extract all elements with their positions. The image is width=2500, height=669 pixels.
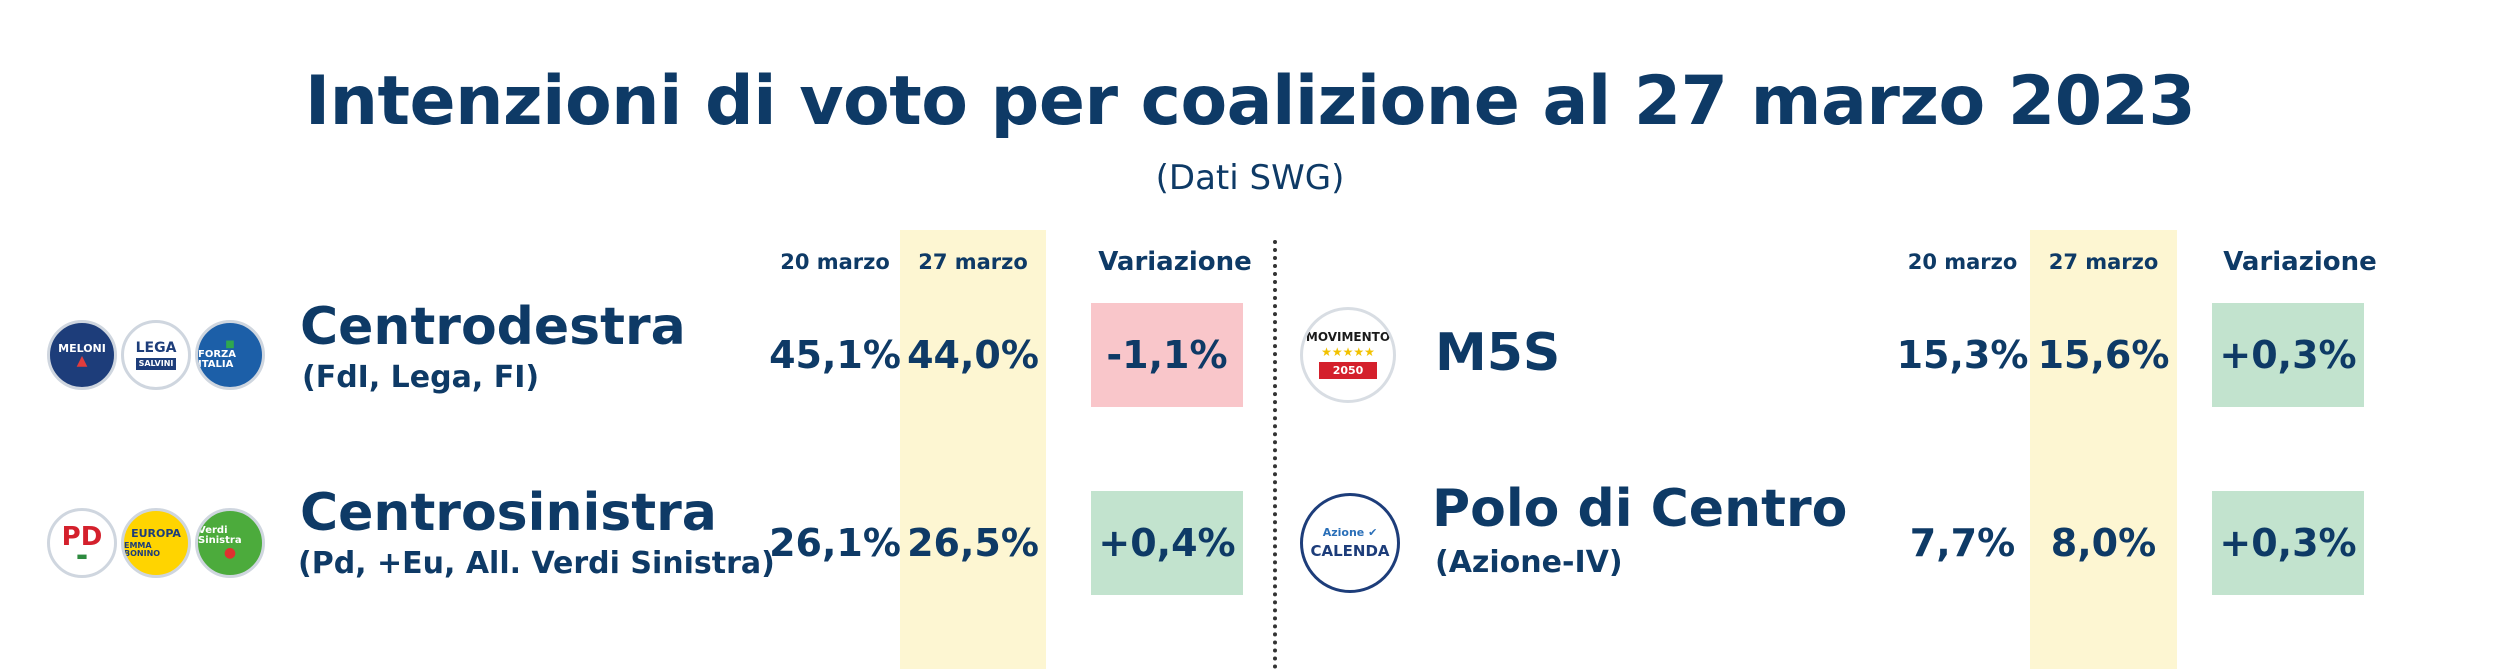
coalition-name: Polo di Centro bbox=[1432, 479, 1848, 539]
delta-badge: -1,1% bbox=[1091, 303, 1243, 407]
value-curr: 8,0% bbox=[2050, 521, 2157, 565]
forza-italia-logo: ■ FORZA ITALIA bbox=[195, 320, 265, 390]
value-curr: 15,6% bbox=[2037, 333, 2170, 377]
column-header-curr: 27 marzo bbox=[918, 250, 1028, 274]
coalition-members: (Azione-IV) bbox=[1435, 545, 1623, 580]
coalition-name: M5S bbox=[1435, 323, 1561, 383]
left-panel: 20 marzo 27 marzo Variazione MELONI ▲ LEG… bbox=[0, 230, 1280, 669]
table-row: PD ▬ EUROPA EMMA BONINO Verdi Sinistra ● Ce… bbox=[0, 483, 1280, 653]
coalition-members: (FdI, Lega, FI) bbox=[302, 360, 540, 395]
party-logo: MOVIMENTO ★★★★★ 2050 bbox=[1300, 305, 1400, 405]
table-row: MOVIMENTO ★★★★★ 2050 M5S 15,3% 15,6% +0,3… bbox=[1290, 303, 2500, 465]
table-row: Azione ✔ CALENDA Polo di Centro (Azione-… bbox=[1290, 479, 2500, 653]
column-header-curr: 27 marzo bbox=[2048, 250, 2159, 274]
right-panel: 20 marzo 27 marzo Variazione MOVIMENTO ★★… bbox=[1290, 230, 2500, 669]
piu-europa-logo: EUROPA EMMA BONINO bbox=[121, 508, 191, 578]
party-logo: Azione ✔ CALENDA bbox=[1300, 493, 1404, 593]
column-header-prev: 20 marzo bbox=[780, 250, 890, 274]
coalition-logos: MELONI ▲ LEGA SALVINI ■ FORZA ITALIA bbox=[47, 305, 269, 405]
value-curr: 44,0% bbox=[907, 333, 1039, 377]
delta-badge: +0,3% bbox=[2212, 491, 2364, 595]
movimento-5-stelle-logo: MOVIMENTO ★★★★★ 2050 bbox=[1300, 307, 1396, 403]
lega-logo: LEGA SALVINI bbox=[121, 320, 191, 390]
delta-badge: +0,3% bbox=[2212, 303, 2364, 407]
value-prev: 7,7% bbox=[1909, 521, 2016, 565]
panel-divider bbox=[1273, 240, 1277, 669]
table-row: MELONI ▲ LEGA SALVINI ■ FORZA ITALIA Centro… bbox=[0, 297, 1280, 465]
azione-italia-viva-logo: Azione ✔ CALENDA bbox=[1300, 493, 1400, 593]
chart-title: Intenzioni di voto per coalizione al 27 … bbox=[304, 62, 2196, 141]
fratelli-ditalia-logo: MELONI ▲ bbox=[47, 320, 117, 390]
delta-badge: +0,4% bbox=[1091, 491, 1243, 595]
value-prev: 45,1% bbox=[769, 333, 901, 377]
column-header-prev: 20 marzo bbox=[1907, 250, 2018, 274]
current-week-highlight-column bbox=[900, 230, 1046, 669]
verdi-sinistra-logo: Verdi Sinistra ● bbox=[195, 508, 265, 578]
value-prev: 15,3% bbox=[1896, 333, 2029, 377]
current-week-highlight-column bbox=[2030, 230, 2177, 669]
partito-democratico-logo: PD ▬ bbox=[47, 508, 117, 578]
value-curr: 26,5% bbox=[907, 521, 1039, 565]
value-prev: 26,1% bbox=[769, 521, 901, 565]
column-header-delta: Variazione bbox=[2223, 247, 2377, 277]
coalition-name: Centrosinistra bbox=[300, 483, 717, 543]
coalition-name: Centrodestra bbox=[300, 297, 686, 357]
coalition-logos: PD ▬ EUROPA EMMA BONINO Verdi Sinistra ● bbox=[47, 493, 269, 593]
chart-subtitle: (Dati SWG) bbox=[1155, 158, 1345, 198]
coalition-members: (Pd, +Eu, All. Verdi Sinistra) bbox=[298, 546, 775, 581]
column-header-delta: Variazione bbox=[1098, 247, 1252, 277]
